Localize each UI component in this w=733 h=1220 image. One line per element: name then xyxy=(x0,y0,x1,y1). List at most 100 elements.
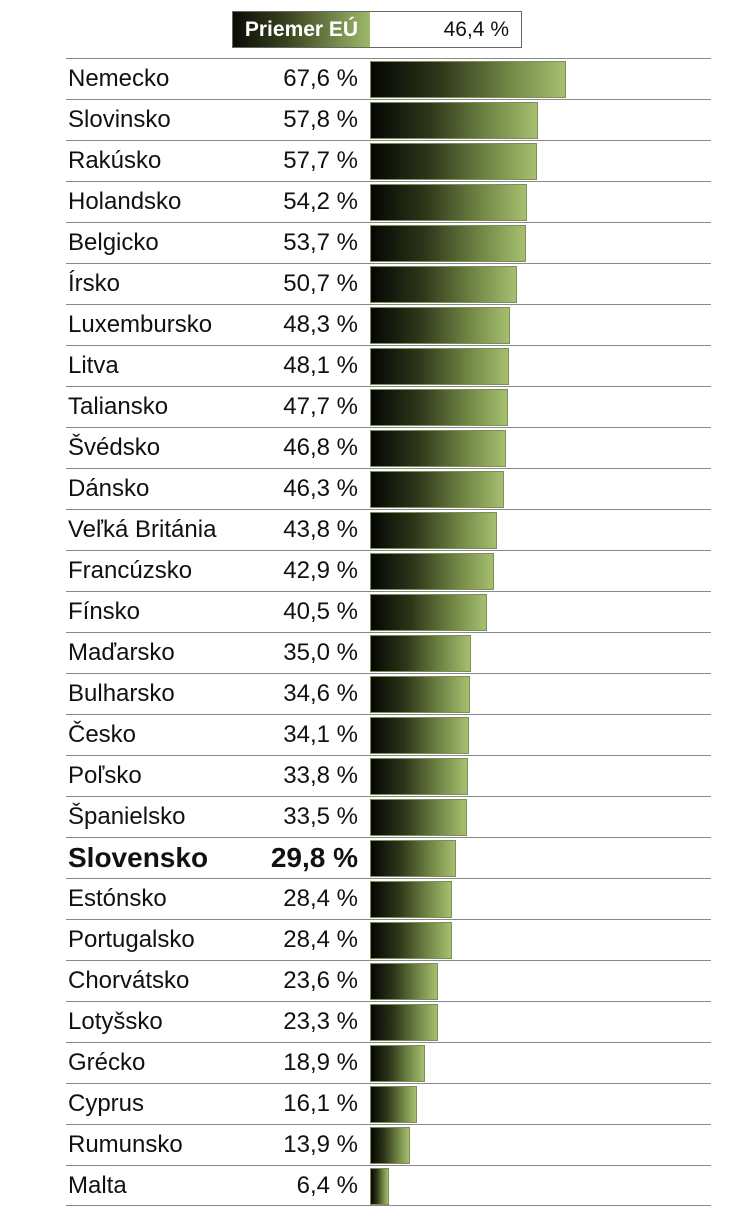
bar xyxy=(370,348,510,385)
country-label: Holandsko xyxy=(68,188,182,215)
value-label: 29,8 % xyxy=(270,842,358,873)
bar-row: Taliansko 47,7 % xyxy=(66,386,711,427)
country-label: Dánsko xyxy=(68,475,150,502)
country-label: Chorvátsko xyxy=(68,967,190,994)
bar-row: Nemecko 67,6 % xyxy=(66,58,711,99)
bar-row: Bulharsko 34,6 % xyxy=(66,673,711,714)
bar xyxy=(370,553,495,590)
value-label: 28,4 % xyxy=(283,885,358,912)
eu-average-label: Priemer EÚ xyxy=(233,12,370,47)
value-label: 48,3 % xyxy=(283,311,358,338)
country-label: Írsko xyxy=(68,270,121,297)
value-label: 33,8 % xyxy=(283,762,358,789)
bar xyxy=(370,963,439,1000)
bar-row: Španielsko 33,5 % xyxy=(66,796,711,837)
bar xyxy=(370,594,488,631)
bar-row: Malta 6,4 % xyxy=(66,1165,711,1206)
country-label: Rumunsko xyxy=(68,1131,183,1158)
value-label: 57,7 % xyxy=(283,147,358,174)
bar-row: Veľká Británia 43,8 % xyxy=(66,509,711,550)
bar-row: Slovinsko 57,8 % xyxy=(66,99,711,140)
country-label: Lotyšsko xyxy=(68,1008,163,1035)
bar xyxy=(370,840,457,877)
bar-row: Cyprus 16,1 % xyxy=(66,1083,711,1124)
value-label: 54,2 % xyxy=(283,188,358,215)
country-label: Slovensko xyxy=(68,842,209,873)
country-label: Malta xyxy=(68,1172,127,1199)
bar-row: Francúzsko 42,9 % xyxy=(66,550,711,591)
value-label: 50,7 % xyxy=(283,270,358,297)
value-label: 28,4 % xyxy=(283,926,358,953)
bar-row: Luxembursko 48,3 % xyxy=(66,304,711,345)
value-label: 46,8 % xyxy=(283,434,358,461)
bar xyxy=(370,307,511,344)
bar-row: Švédsko 46,8 % xyxy=(66,427,711,468)
value-label: 43,8 % xyxy=(283,516,358,543)
value-label: 40,5 % xyxy=(283,598,358,625)
bar xyxy=(370,881,453,918)
value-label: 67,6 % xyxy=(283,65,358,92)
bar xyxy=(370,389,509,426)
bar-row: Česko 34,1 % xyxy=(66,714,711,755)
bar xyxy=(370,922,453,959)
bar xyxy=(370,102,538,139)
bar-row: Írsko 50,7 % xyxy=(66,263,711,304)
bar-row: Slovensko 29,8 % xyxy=(66,837,711,878)
country-label: Fínsko xyxy=(68,598,141,625)
bar-row: Dánsko 46,3 % xyxy=(66,468,711,509)
bar-row: Poľsko 33,8 % xyxy=(66,755,711,796)
value-label: 13,9 % xyxy=(283,1131,358,1158)
bar xyxy=(370,512,497,549)
country-label: Maďarsko xyxy=(68,639,175,666)
value-label: 48,1 % xyxy=(283,352,358,379)
country-label: Česko xyxy=(68,721,137,748)
bar xyxy=(370,184,528,221)
value-label: 53,7 % xyxy=(283,229,358,256)
value-label: 34,1 % xyxy=(283,721,358,748)
value-label: 42,9 % xyxy=(283,557,358,584)
value-label: 18,9 % xyxy=(283,1049,358,1076)
country-label: Litva xyxy=(68,352,119,379)
bar xyxy=(370,225,526,262)
value-label: 34,6 % xyxy=(283,680,358,707)
country-label: Španielsko xyxy=(68,803,186,830)
bar xyxy=(370,758,468,795)
bar-row: Lotyšsko 23,3 % xyxy=(66,1001,711,1042)
country-label: Taliansko xyxy=(68,393,169,420)
value-label: 47,7 % xyxy=(283,393,358,420)
country-label: Nemecko xyxy=(68,65,170,92)
bar-row: Portugalsko 28,4 % xyxy=(66,919,711,960)
country-label: Slovinsko xyxy=(68,106,171,133)
country-label: Bulharsko xyxy=(68,680,175,707)
country-label: Estónsko xyxy=(68,885,167,912)
country-label: Grécko xyxy=(68,1049,146,1076)
bar xyxy=(370,676,471,713)
bar xyxy=(370,471,505,508)
eu-average-box: Priemer EÚ 46,4 % xyxy=(232,11,522,48)
bar xyxy=(370,1086,417,1123)
value-label: 23,6 % xyxy=(283,967,358,994)
bar-row: Rakúsko 57,7 % xyxy=(66,140,711,181)
value-label: 46,3 % xyxy=(283,475,358,502)
bar xyxy=(370,635,472,672)
bar-row: Maďarsko 35,0 % xyxy=(66,632,711,673)
bar-row: Estónsko 28,4 % xyxy=(66,878,711,919)
value-label: 16,1 % xyxy=(283,1090,358,1117)
bar-row: Litva 48,1 % xyxy=(66,345,711,386)
country-label: Švédsko xyxy=(68,434,161,461)
country-label: Veľká Británia xyxy=(68,516,217,543)
country-label: Rakúsko xyxy=(68,147,162,174)
country-label: Poľsko xyxy=(68,762,142,789)
bar-row: Chorvátsko 23,6 % xyxy=(66,960,711,1001)
bar-row: Rumunsko 13,9 % xyxy=(66,1124,711,1165)
bar xyxy=(370,266,517,303)
bar xyxy=(370,1045,425,1082)
country-label: Belgicko xyxy=(68,229,159,256)
country-label: Luxembursko xyxy=(68,311,213,338)
bar xyxy=(370,1004,438,1041)
value-label: 33,5 % xyxy=(283,803,358,830)
value-label: 57,8 % xyxy=(283,106,358,133)
bar-row: Grécko 18,9 % xyxy=(66,1042,711,1083)
bar xyxy=(370,61,566,98)
